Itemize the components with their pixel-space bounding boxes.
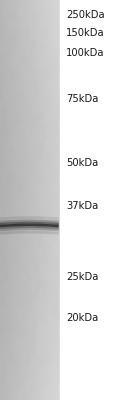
Text: 37kDa: 37kDa [66,202,98,211]
Text: 250kDa: 250kDa [66,10,105,20]
Text: 25kDa: 25kDa [66,272,99,282]
Text: 150kDa: 150kDa [66,28,105,38]
Bar [60,0,125,400]
Text: 100kDa: 100kDa [66,48,105,58]
Text: 50kDa: 50kDa [66,158,98,168]
Text: 75kDa: 75kDa [66,94,99,104]
Text: 20kDa: 20kDa [66,313,98,323]
